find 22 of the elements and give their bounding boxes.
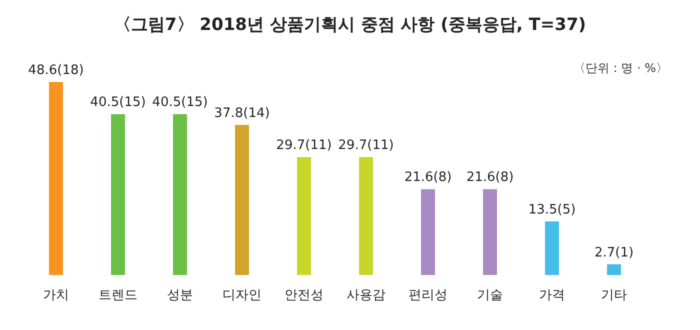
category: 사용감 — [346, 288, 386, 303]
category: 가치 — [43, 288, 69, 303]
category: 안전성 — [284, 288, 324, 303]
value-label: 29.7(11) — [276, 138, 332, 154]
category: 디자인 — [222, 288, 262, 303]
value-label: 40.5(15) — [152, 95, 208, 110]
value-label: 21.6(8) — [466, 170, 514, 186]
category: 기타 — [601, 288, 627, 303]
category: 기술 — [477, 288, 503, 303]
title: 〈그림7〉 2018년 상품기획시 중점 사항 (중복응답, T=37) — [114, 15, 586, 35]
category: 성분 — [167, 288, 193, 303]
value-label: 40.5(15) — [90, 95, 146, 110]
category: 가격 — [539, 288, 565, 303]
value-label: 48.6(18) — [28, 63, 84, 78]
value-label: 2.7(1) — [594, 245, 634, 260]
value-label: 37.8(14) — [214, 106, 270, 121]
value-label: 13.5(5) — [528, 202, 576, 218]
category: 트렌드 — [98, 288, 138, 303]
category: 편리성 — [408, 288, 448, 303]
value-label: 29.7(11) — [338, 138, 394, 154]
annotation: 〈단위 : 명 · %〉 — [573, 61, 668, 75]
value-label: 21.6(8) — [404, 170, 452, 186]
